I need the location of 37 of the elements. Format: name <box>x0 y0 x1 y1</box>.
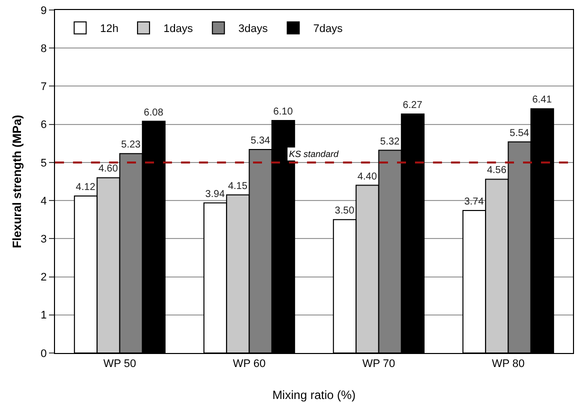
data-label: 6.10 <box>273 106 294 118</box>
ref-line-label: KS standard <box>289 149 340 159</box>
legend-label: 1days <box>164 23 194 36</box>
data-label: 6.41 <box>532 94 552 106</box>
data-label: 5.54 <box>510 128 530 139</box>
x-tick-label: WP 80 <box>492 358 525 370</box>
legend-label: 12h <box>100 23 119 36</box>
y-tick-label: 3 <box>40 234 47 246</box>
y-tick-label: 5 <box>40 157 47 170</box>
y-axis-title: Flexural strength (MPa) <box>10 114 24 248</box>
y-tick-label: 1 <box>40 310 47 322</box>
y-tick-label: 7 <box>40 81 47 94</box>
y-tick-label: 9 <box>40 4 47 17</box>
data-label: 6.08 <box>144 107 164 118</box>
data-label: 4.56 <box>486 165 507 176</box>
x-tick-label: WP 70 <box>362 358 396 370</box>
x-tick-label: WP 50 <box>103 358 136 370</box>
y-tick-label: 8 <box>40 42 47 55</box>
data-label: 4.40 <box>357 171 378 182</box>
x-axis-title: Mixing ratio (%) <box>272 388 356 402</box>
data-label: 3.50 <box>334 206 355 217</box>
legend-label: 3days <box>238 23 268 36</box>
y-tick-label: 4 <box>40 195 47 208</box>
data-label: 6.27 <box>402 100 423 112</box>
data-label: 4.12 <box>76 182 96 193</box>
data-label: 4.15 <box>228 180 248 192</box>
data-label: 5.34 <box>250 135 271 146</box>
data-label: 3.74 <box>464 196 484 208</box>
data-label: 3.94 <box>205 188 226 200</box>
y-tick-label: 0 <box>40 348 47 360</box>
y-tick-label: 6 <box>40 119 47 132</box>
data-label: 5.23 <box>121 140 142 151</box>
y-tick-label: 2 <box>40 272 47 284</box>
x-tick-label: WP 60 <box>232 358 266 370</box>
data-label: 4.60 <box>98 164 118 175</box>
legend-label: 7days <box>313 23 344 36</box>
data-label: 5.32 <box>380 136 400 148</box>
